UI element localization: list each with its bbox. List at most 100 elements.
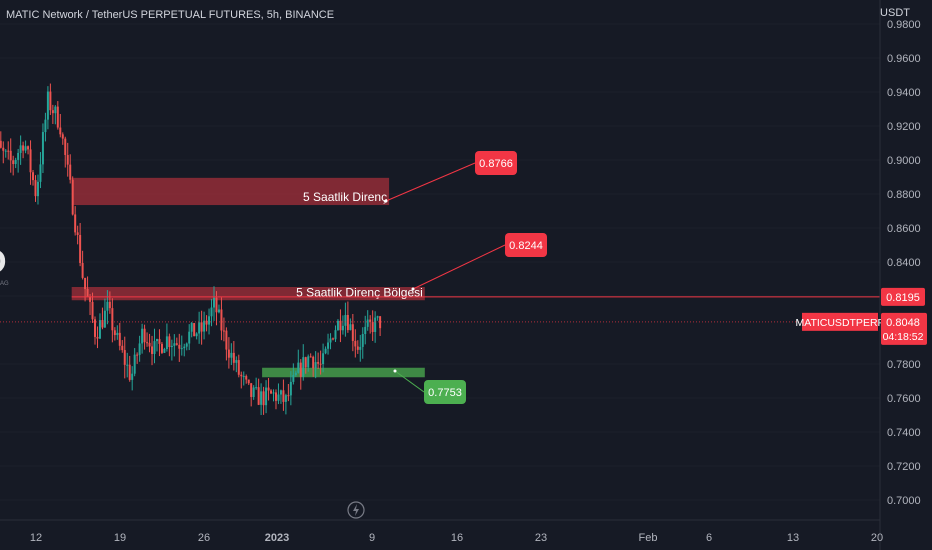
candle-body [71, 179, 74, 215]
candle-body [106, 301, 109, 311]
candle-body [376, 316, 379, 318]
candle-body [374, 317, 377, 332]
time-tick-label: 26 [198, 532, 210, 544]
candle-body [19, 145, 22, 153]
candle-body [12, 160, 15, 165]
price-tick-label: 0.9800 [887, 19, 921, 31]
time-tick-label: 19 [114, 532, 126, 544]
candle-body [74, 214, 77, 233]
candle-body [173, 343, 176, 346]
candle-body [217, 309, 220, 313]
candle-body [205, 320, 208, 325]
candle-body [36, 181, 39, 197]
candle-body [14, 159, 17, 165]
candle-body [54, 106, 57, 114]
candle-body [317, 362, 320, 364]
candle-body [297, 362, 300, 373]
candle-body [165, 336, 168, 349]
price-tick-label: 0.9600 [887, 53, 921, 65]
candle-body [153, 341, 156, 354]
candle-body [86, 288, 89, 297]
callout-0-7753-anchor [393, 369, 397, 373]
candle-body [341, 325, 344, 331]
grid-lines [0, 23, 880, 501]
candle-body [51, 110, 54, 114]
candle-body [123, 350, 126, 365]
candle-body [136, 354, 139, 356]
candle-body [302, 357, 305, 377]
candle-body [351, 324, 354, 341]
candle-body [379, 316, 382, 329]
candle-body [260, 391, 263, 405]
candle-body [250, 383, 253, 397]
candle-body [188, 331, 191, 344]
candle-body [61, 134, 64, 139]
candle-body [158, 339, 161, 344]
candle-body [304, 357, 307, 368]
callout-0-8244-anchor [411, 287, 415, 291]
candle-body [46, 91, 49, 120]
candle-body [334, 330, 337, 340]
candle-body [116, 332, 119, 336]
candle-body [346, 314, 349, 331]
candle-body [356, 346, 359, 350]
candle-body [245, 376, 248, 380]
resistance-zone-upper [71, 177, 390, 206]
candle-body [34, 180, 37, 197]
lightning-icon-bolt [353, 504, 359, 516]
candle-body [282, 390, 285, 402]
candle-body [84, 277, 87, 289]
candle-body [322, 353, 325, 365]
candle-body [183, 346, 186, 349]
chart-title: MATIC Network / TetherUS PERPETUAL FUTUR… [6, 9, 335, 21]
candle-body [225, 330, 228, 350]
candle-body [126, 364, 129, 366]
candle-body [227, 349, 230, 358]
candle-body [103, 310, 106, 328]
lightning-icon-ring [347, 501, 365, 519]
candle-body [364, 326, 367, 335]
candle-body [257, 387, 260, 405]
resistance-zone-lower-label: 5 Saatlik Direnç Bölgesi [296, 285, 423, 299]
resistance-zone-upper-label: 5 Saatlik Direnç [303, 190, 387, 204]
candle-body [27, 146, 30, 150]
candle-body [22, 145, 25, 151]
candle-body [210, 307, 213, 317]
candle-body [208, 316, 211, 325]
candle-body [160, 343, 163, 353]
candle-body [133, 354, 136, 374]
candle-body [118, 332, 121, 346]
time-tick-label: 9 [369, 532, 375, 544]
candle-body [69, 164, 72, 180]
candle-body [222, 330, 225, 332]
lightning-icon [347, 501, 365, 519]
price-tick-label: 0.8400 [887, 257, 921, 269]
time-tick-label: Feb [639, 532, 658, 544]
candle-body [277, 394, 280, 401]
candle-body [274, 392, 277, 401]
callout-0-8244-box [505, 233, 547, 257]
candle-body [32, 172, 35, 181]
candle-body [113, 330, 116, 336]
candle-body [175, 343, 178, 345]
candle-body [94, 319, 97, 337]
candle-body [294, 372, 297, 376]
candle-body [76, 232, 79, 235]
candle-body [41, 132, 44, 165]
callout-0-7753-text: 0.7753 [428, 387, 462, 399]
candle-body [354, 340, 357, 347]
time-tick-label: 20 [871, 532, 883, 544]
callout-0-8766-box [475, 151, 517, 175]
candle-body [168, 336, 171, 348]
price-tick-label: 0.7400 [887, 427, 921, 439]
candle-body [24, 146, 27, 151]
candle-body [96, 336, 99, 339]
candle-body [242, 376, 245, 378]
candle-body [170, 345, 173, 348]
candle-body [193, 323, 196, 337]
candle-body [59, 127, 62, 135]
candle-body [9, 150, 12, 161]
price-axis-unit: USDT [880, 7, 910, 19]
